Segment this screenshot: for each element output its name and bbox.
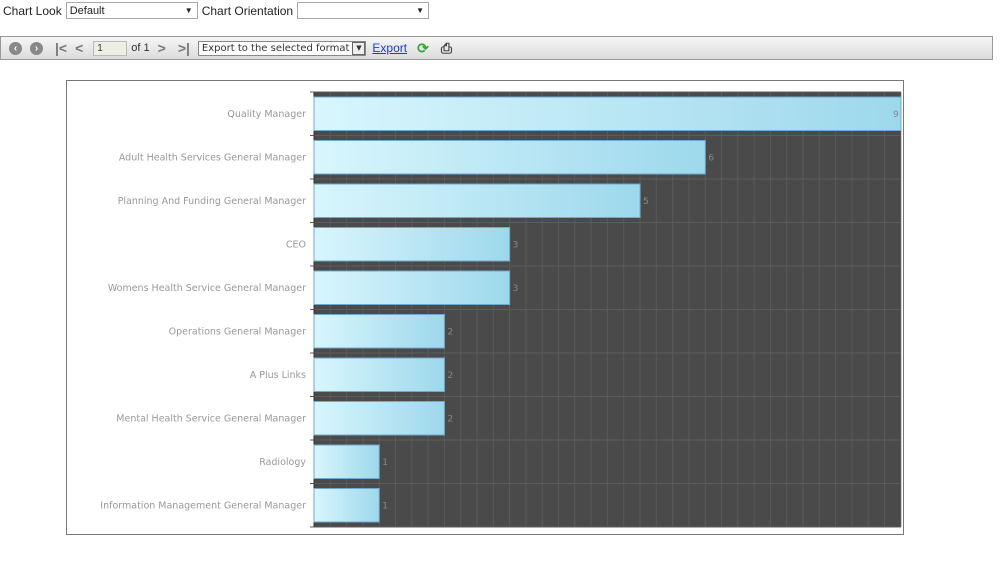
chart-frame: Quality Manager 9 Adult Health Services Ge… [66, 80, 904, 535]
bar [313, 401, 445, 436]
bar-chart: Quality Manager 9 Adult Health Services Ge… [100, 91, 902, 528]
category-label: Operations General Manager [169, 326, 306, 337]
next-page-icon[interactable]: > [157, 40, 166, 56]
forward-icon[interactable]: › [30, 41, 43, 55]
data-label: 3 [513, 240, 519, 250]
bar [313, 183, 641, 218]
category-label: Womens Health Service General Manager [108, 283, 306, 294]
category-label: CEO [286, 239, 306, 250]
data-label: 1 [382, 501, 388, 511]
bar [313, 357, 445, 392]
category-label: A Plus Links [250, 370, 306, 381]
category-label: Planning And Funding General Manager [118, 196, 306, 207]
chevron-down-icon: ▼ [416, 6, 425, 15]
data-label: 3 [513, 284, 519, 294]
data-label: 1 [382, 458, 388, 468]
data-label: 2 [447, 414, 453, 424]
bar [313, 488, 380, 523]
export-format-select[interactable]: Export to the selected format ▼ [197, 40, 367, 56]
category-label: Information Management General Manager [100, 500, 306, 511]
chart-look-label: Chart Look [3, 3, 62, 18]
chart-orientation-label: Chart Orientation [201, 3, 294, 18]
chevron-down-icon: ▼ [352, 41, 366, 55]
bar [313, 444, 380, 479]
page-number-input[interactable]: 1 [93, 40, 128, 56]
data-label: 2 [447, 371, 453, 381]
category-label: Adult Health Services General Manager [119, 152, 306, 163]
page-count: of 1 [131, 42, 150, 54]
back-icon[interactable]: ‹ [9, 41, 22, 55]
bar [313, 227, 511, 262]
category-label: Radiology [259, 457, 306, 468]
chevron-down-icon: ▼ [184, 6, 193, 15]
chart-look-select[interactable]: Default ▼ [65, 2, 198, 19]
refresh-icon[interactable]: ⟳ [417, 39, 429, 56]
report-toolbar: ‹ › |< < 1 of 1 > >| Export to the selec… [0, 36, 993, 60]
chart-look-value: Default [69, 4, 105, 17]
previous-page-icon[interactable]: < [75, 40, 84, 56]
chart-controls: Chart Look Default ▼ Chart Orientation ▼ [3, 2, 433, 19]
bar [313, 314, 445, 349]
export-format-value: Export to the selected format [201, 42, 350, 54]
data-label: 9 [893, 110, 899, 120]
bar [313, 270, 511, 305]
data-label: 5 [643, 197, 649, 207]
export-link[interactable]: Export [372, 41, 408, 55]
category-label: Quality Manager [227, 109, 306, 120]
data-label: 2 [447, 327, 453, 337]
data-label: 6 [708, 153, 714, 163]
last-page-icon[interactable]: >| [177, 40, 190, 56]
category-label: Mental Health Service General Manager [116, 413, 306, 424]
bar [313, 96, 902, 131]
chart-orientation-select[interactable]: ▼ [297, 2, 430, 19]
first-page-icon[interactable]: |< [55, 40, 68, 56]
print-icon[interactable]: ⎙ [440, 39, 453, 56]
bar [313, 140, 706, 175]
